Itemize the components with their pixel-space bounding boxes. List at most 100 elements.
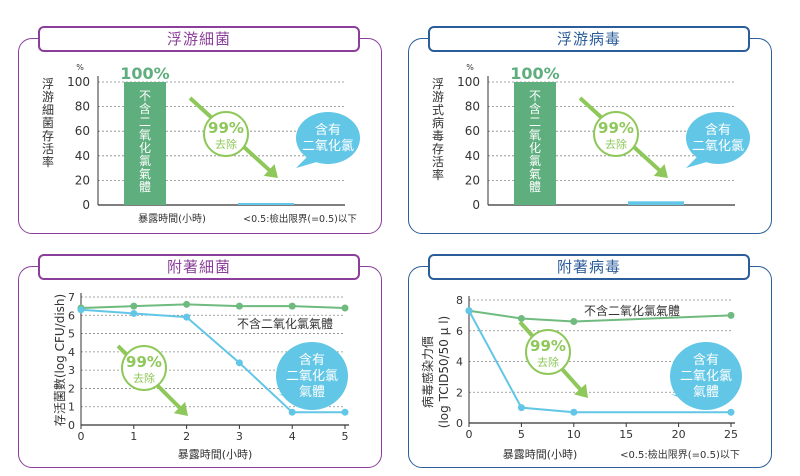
airborne-bacteria-ytick-0: 0 [82, 198, 90, 212]
airborne-bacteria-callout-text-1: 二氧化氯 [302, 139, 354, 154]
airborne-virus-bar-1 [628, 201, 684, 205]
attached-bacteria-xtick-0: 0 [78, 430, 85, 443]
airborne-virus-ylabel: 浮游式病毒存活率 [432, 77, 444, 182]
attached-virus-xtick-0: 0 [466, 428, 473, 441]
attached-virus-series-1-point-3 [727, 408, 735, 416]
attached-bacteria-series-1-point-2 [183, 313, 191, 321]
attached-bacteria-xtick-2: 2 [183, 430, 190, 443]
airborne-bacteria-reduction-circle [203, 111, 249, 157]
airborne-bacteria-callout-text-0: 含有 [315, 122, 341, 138]
airborne-bacteria-ytick-40: 40 [75, 149, 90, 163]
attached-bacteria-series-1-point-0 [77, 306, 85, 314]
panel-title-attached-bacteria: 附著細菌 [38, 254, 360, 280]
airborne-bacteria-bar-0-label: 不含二氧化氯氣體 [139, 89, 151, 194]
attached-bacteria-ytick-3: 3 [68, 364, 75, 377]
attached-virus-callout-text-0: 含有 [693, 352, 719, 368]
attached-bacteria-reduction-value: 99% [126, 353, 162, 371]
airborne-virus-bar-0 [514, 82, 556, 205]
airborne-bacteria-ytick-80: 80 [75, 100, 90, 114]
airborne-bacteria-ytick-100: 100 [67, 75, 90, 89]
attached-bacteria-series-1-line [80, 308, 345, 414]
attached-virus-xtick-20: 20 [672, 428, 686, 441]
airborne-bacteria-ytick-60: 60 [75, 124, 90, 138]
attached-bacteria-ylabel: 存活菌數(log CFU/dish) [53, 294, 67, 426]
attached-virus-series-1-point-0 [465, 307, 473, 315]
panel-title-attached-virus: 附著病毒 [428, 254, 750, 280]
airborne-virus-callout-text-0: 含有 [705, 122, 731, 138]
airborne-virus-callout-bubble [686, 112, 750, 164]
attached-bacteria-ytick-1: 1 [68, 401, 75, 414]
airborne-bacteria-reduction-value: 99% [208, 119, 244, 137]
attached-virus-ytick-8: 8 [456, 294, 463, 307]
airborne-virus-ytick-100: 100 [457, 75, 480, 89]
attached-virus-ylabel-line1: 病毒感染力價 [420, 336, 435, 408]
attached-bacteria-series-0-line [80, 303, 346, 309]
attached-bacteria-series-0-point-2 [183, 300, 191, 308]
attached-virus-series-1-line [468, 310, 731, 414]
attached-bacteria-series-1-point-1 [130, 309, 138, 317]
attached-virus-reduction-sub: 去除 [537, 355, 559, 369]
attached-virus-series-0-line [468, 309, 732, 323]
attached-virus-ytick-2: 2 [456, 386, 463, 399]
attached-bacteria-ytick-2: 2 [68, 382, 75, 395]
airborne-bacteria-xcat-0: 暴露時間(小時) [138, 213, 206, 225]
airborne-bacteria-bar-1 [238, 203, 294, 205]
attached-bacteria-series-1-point-5 [341, 408, 349, 416]
attached-virus-series-1-point-2 [570, 408, 578, 416]
airborne-bacteria-callout-bubble [296, 112, 360, 164]
attached-virus-callout-text-2: 氣體 [693, 385, 719, 400]
attached-virus-xtick-15: 15 [619, 428, 633, 441]
attached-virus-series-0-point-1 [517, 314, 525, 322]
attached-bacteria-callout-text-2: 氣體 [299, 385, 325, 400]
attached-bacteria-series-0-label: 不含二氧化氯氣體 [237, 316, 333, 331]
attached-virus-xtick-5: 5 [518, 428, 525, 441]
airborne-virus-callout-text-1: 二氧化氯 [692, 139, 744, 154]
airborne-virus-ytick-80: 80 [465, 100, 480, 114]
attached-virus-series-0-point-3 [727, 311, 735, 319]
attached-virus-callout-text-1: 二氧化氯 [680, 369, 732, 384]
attached-bacteria-series-0-point-3 [235, 302, 243, 310]
airborne-bacteria-reduction-sub: 去除 [215, 137, 237, 151]
attached-virus-callout-bubble [670, 342, 742, 410]
attached-virus-ytick-0: 0 [456, 417, 463, 430]
airborne-bacteria-unit: % [76, 63, 84, 72]
attached-bacteria-reduction-circle [121, 345, 167, 391]
attached-virus-xlabel: 暴露時間(小時) [503, 448, 578, 461]
attached-bacteria-callout-bubble [276, 342, 348, 410]
airborne-bacteria-xcat-1: <0.5:檢出限界(=0.5)以下 [243, 213, 357, 225]
attached-bacteria-xtick-4: 4 [289, 430, 296, 443]
airborne-virus-unit: % [466, 63, 474, 72]
attached-bacteria-series-0-point-5 [341, 304, 349, 312]
attached-virus-xtick-10: 10 [567, 428, 581, 441]
airborne-virus-ytick-0: 0 [472, 198, 480, 212]
attached-bacteria-ytick-4: 4 [68, 346, 75, 359]
attached-bacteria-series-0-point-4 [288, 302, 296, 310]
attached-bacteria-reduction-sub: 去除 [133, 371, 155, 385]
attached-bacteria-series-1-point-3 [235, 359, 243, 367]
attached-bacteria-ytick-0: 0 [68, 419, 75, 432]
airborne-virus-reduction-circle [593, 111, 639, 157]
airborne-virus-bar-0-label: 不含二氧化氯氣體 [529, 89, 541, 194]
attached-bacteria-xtick-5: 5 [342, 430, 349, 443]
attached-virus-series-0-point-2 [570, 318, 578, 326]
panel-title-airborne-virus: 浮游病毒 [428, 26, 750, 52]
attached-bacteria-callout-text-0: 含有 [299, 352, 325, 368]
airborne-bacteria-bar-0 [124, 82, 166, 205]
panel-title-airborne-bacteria: 浮游細菌 [38, 26, 360, 52]
airborne-virus-bar-0-value: 100% [510, 64, 559, 83]
airborne-bacteria-ytick-20: 20 [75, 173, 90, 187]
attached-bacteria-ytick-7: 7 [68, 291, 75, 304]
airborne-virus-ytick-60: 60 [465, 124, 480, 138]
attached-bacteria-series-0-point-1 [130, 302, 138, 310]
airborne-virus-reduction-value: 99% [598, 119, 634, 137]
airborne-virus-ytick-20: 20 [465, 173, 480, 187]
attached-virus-reduction-circle [525, 329, 571, 375]
airborne-virus-reduction-sub: 去除 [605, 137, 627, 151]
attached-virus-ylabel-line2: (log TCID50/50 µ l) [437, 316, 451, 428]
attached-bacteria-ytick-6: 6 [68, 309, 75, 322]
airborne-bacteria-bar-0-value: 100% [120, 64, 169, 83]
attached-bacteria-ytick-5: 5 [68, 328, 75, 341]
attached-virus-ytick-4: 4 [456, 356, 463, 369]
attached-virus-ytick-6: 6 [456, 325, 463, 338]
